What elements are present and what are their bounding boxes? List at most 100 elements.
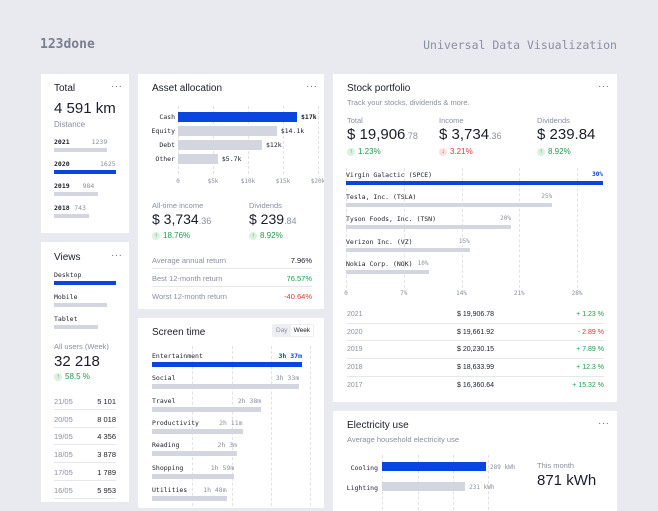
row-date: 18/05	[54, 450, 73, 460]
year-label: 2019	[54, 182, 70, 190]
table-row: 16/05 5 953	[54, 482, 116, 499]
stat-value: $ 19,906.78	[347, 126, 418, 143]
stat-label: Dividends	[537, 116, 570, 125]
bar	[178, 154, 218, 164]
tick-label: $15k	[275, 178, 291, 185]
stock-percent: 20%	[500, 215, 511, 223]
return-label: Worst 12-month return	[152, 292, 227, 301]
row-value: $ 20,230.15	[457, 346, 494, 354]
bar-value: $17k	[301, 113, 317, 121]
stock-name: Verizon Inc. (VZ)	[346, 237, 413, 246]
stock-bar	[346, 247, 470, 252]
year-label: 2018	[54, 204, 70, 212]
row-year: 2020	[347, 328, 363, 336]
year-bar	[54, 148, 108, 152]
stock-bar	[346, 203, 553, 208]
more-icon[interactable]: ···	[598, 418, 610, 429]
return-value: 7.96%	[290, 256, 312, 265]
row-date: 19/05	[54, 432, 73, 442]
usage-bar	[382, 482, 466, 491]
row-date: 16/05	[54, 485, 73, 495]
table-row: 2017 $ 16,360.64 + 15.32 %	[347, 377, 604, 395]
row-value: $ 18,633.99	[457, 364, 494, 372]
stock-name: Tesla, Inc. (TSLA)	[346, 193, 417, 202]
table-row: 2021 $ 19,906.78 + 1.23 %	[347, 306, 604, 324]
page-title: Universal Data Visualization	[423, 38, 617, 52]
usage-value: 231 kWh	[469, 484, 495, 491]
table-row: 2020 $ 19,661.92 - 2.89 %	[347, 324, 604, 342]
stat-change-value: 1.23%	[358, 147, 381, 156]
stock-portfolio-card: Stock portfolio ··· Track your stocks, d…	[333, 74, 617, 402]
return-label: Best 12-month return	[152, 274, 223, 283]
time-value: 3h 37m	[278, 352, 302, 360]
year-value: 743	[74, 204, 86, 212]
arrow-up-icon: ↑	[54, 372, 62, 381]
month-value: 871 kWh	[537, 472, 597, 489]
row-value: 1 789	[97, 467, 116, 477]
time-value: 2h 38m	[237, 396, 262, 405]
more-icon[interactable]: ···	[598, 81, 610, 92]
grid-line	[192, 346, 193, 508]
subtitle: Average household electricity use	[347, 435, 460, 444]
table-row: 2019 $ 20,230.15 + 7.89 %	[347, 341, 604, 360]
tab-day[interactable]: Day	[276, 327, 288, 334]
row-date: 17/05	[54, 467, 73, 477]
year-label: 2020	[54, 160, 70, 168]
stock-bar	[346, 225, 511, 230]
time-value: 1h 59m	[210, 463, 235, 472]
stat-change-value: 8.92%	[548, 147, 571, 156]
subtitle: Track your stocks, dividends & more.	[347, 98, 470, 107]
time-bar	[152, 428, 243, 434]
view-bar	[54, 325, 99, 329]
year-bar	[54, 214, 90, 218]
card-title: Screen time	[152, 327, 206, 338]
stat-change-value: 3.21%	[450, 147, 473, 156]
stat-change: ↓ 3.21%	[439, 147, 473, 156]
view-bar	[54, 281, 116, 285]
stock-name: Virgin Galactic (SPCE)	[346, 171, 433, 179]
stat-cents: .78	[405, 131, 418, 141]
stat-main: $ 239.84	[537, 126, 596, 143]
time-bar	[152, 495, 227, 501]
income-label: All-time income	[152, 201, 204, 210]
row-value: $ 19,661.92	[457, 328, 494, 336]
table-row: 18/05 3 878	[54, 446, 116, 464]
row-value: $ 19,906.78	[457, 311, 494, 318]
income-change: ↑ 18.76%	[152, 231, 190, 240]
more-icon[interactable]: ···	[111, 250, 123, 261]
views-change: ↑ 58.5 %	[54, 372, 90, 381]
month-label: This month	[537, 461, 575, 470]
table-row: 19/05 4 356	[54, 428, 116, 446]
bar	[178, 140, 262, 150]
time-bar	[152, 473, 235, 479]
tick-label: 0	[176, 178, 180, 185]
view-label: Desktop	[54, 271, 82, 279]
period-toggle: Day Week	[272, 324, 315, 337]
card-title: Stock portfolio	[347, 83, 411, 94]
row-value: 3 878	[97, 450, 116, 460]
more-icon[interactable]: ···	[111, 81, 123, 92]
arrow-down-icon: ↓	[439, 147, 447, 156]
more-icon[interactable]: ···	[306, 81, 318, 92]
electricity-card: Electricity use ··· Average household el…	[333, 411, 617, 511]
grid-line	[310, 346, 311, 508]
stock-name: Nokia Corp. (NOK)	[346, 259, 413, 268]
time-value: 1h 48m	[203, 485, 227, 494]
category-label: Utilities	[152, 485, 188, 494]
tab-week[interactable]: Week	[290, 325, 314, 336]
row-change: + 15.32 %	[572, 381, 604, 389]
stock-percent: 30%	[592, 171, 603, 178]
stat-main: $ 19,906	[347, 126, 406, 143]
grid-line	[271, 346, 272, 508]
tick-label: 7%	[400, 290, 408, 297]
year-bar	[54, 192, 99, 196]
bar-value: $14.1k	[280, 127, 305, 135]
stat-change: ↑ 1.23%	[347, 147, 381, 156]
bar-value: $5.7k	[221, 155, 242, 163]
category-label: Productivity	[152, 418, 199, 427]
asset-allocation-card: Asset allocation ··· 0 $5k $10k $15k $20k Cas…	[138, 74, 324, 309]
logo: 123done	[40, 37, 95, 52]
stat-cents: .36	[489, 131, 502, 141]
year-value: 984	[82, 182, 95, 190]
grid-line	[488, 455, 489, 511]
